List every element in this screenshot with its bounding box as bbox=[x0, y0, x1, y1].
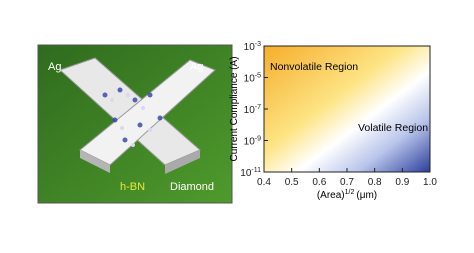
label: Diamond bbox=[170, 181, 214, 193]
illustration: Ag Ag h-BN Diamond bbox=[37, 44, 233, 204]
x-tick-label: 0.8 bbox=[368, 177, 382, 188]
x-tick-label: 0.4 bbox=[257, 177, 271, 188]
label: Ag bbox=[190, 61, 203, 73]
label: h-BN bbox=[120, 181, 145, 193]
y-tick-label: 10-9 bbox=[244, 136, 261, 148]
y-tick-label: 10-5 bbox=[244, 73, 261, 85]
x-tick-label: 0.5 bbox=[285, 177, 299, 188]
x-tick-label: 0.9 bbox=[395, 177, 409, 188]
label: Ag bbox=[48, 61, 61, 73]
region-background bbox=[264, 46, 430, 172]
annotation: Nonvolatile Region bbox=[270, 61, 358, 73]
y-axis-label: Current Compliance (A) bbox=[229, 56, 240, 161]
y-tick-label: 10-3 bbox=[244, 41, 261, 53]
x-axis-label: (Area)1/2 (μm) bbox=[317, 189, 377, 201]
y-tick-label: 10-7 bbox=[244, 104, 261, 116]
x-axis-label-part: (μm) bbox=[356, 190, 377, 201]
annotation: Volatile Region bbox=[358, 122, 428, 134]
x-tick-label: 1.0 bbox=[423, 177, 437, 188]
x-axis-label-part: (Area) bbox=[317, 190, 345, 201]
x-tick-label: 0.6 bbox=[312, 177, 326, 188]
x-tick-label: 0.7 bbox=[340, 177, 354, 188]
x-axis-label-part: 1/2 bbox=[345, 189, 355, 196]
